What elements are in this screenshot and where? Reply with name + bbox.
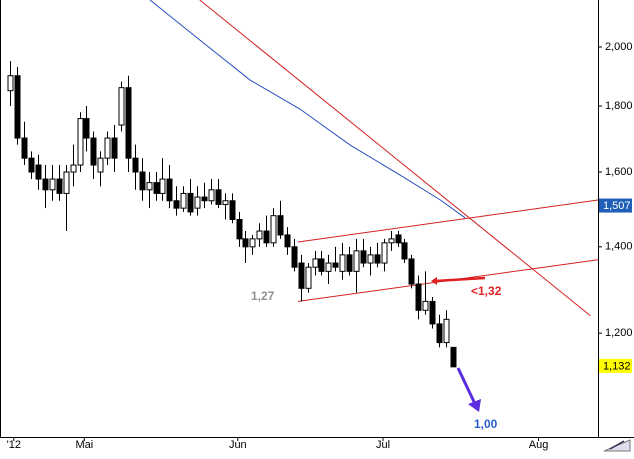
candle-body (236, 218, 243, 240)
candle-body (415, 283, 422, 311)
candle-body (194, 196, 201, 209)
x-tick-label: Aug (529, 439, 549, 451)
candle-body (422, 300, 429, 311)
candle-body (229, 200, 236, 220)
candle-body (70, 164, 77, 173)
candle-body (381, 242, 388, 264)
y-tick-label: 2,000 (605, 41, 633, 53)
candle-body (208, 189, 215, 202)
price-label-box (599, 358, 632, 373)
candle-body (7, 75, 14, 92)
candle-body (28, 157, 35, 173)
candle-body (395, 234, 402, 244)
candle-body (249, 238, 256, 248)
annotation: 1,00 (474, 417, 498, 431)
candle-body (312, 258, 319, 268)
price-label: 1,507 (603, 200, 631, 212)
candle-body (125, 87, 132, 159)
level-arrow-head (431, 277, 437, 285)
candle-body (298, 262, 305, 289)
candle-body (374, 254, 381, 264)
candle-body (284, 234, 291, 248)
x-tick-label: Jun (229, 439, 247, 451)
candle-body (173, 200, 180, 209)
price-label: 1,132 (603, 360, 631, 372)
candle-body (56, 178, 63, 194)
target-arrow-head (468, 399, 481, 412)
candle-body (222, 200, 229, 205)
candle-body (139, 171, 146, 191)
scroll-icon-arrow (609, 440, 625, 450)
level-arrow (434, 276, 486, 283)
candle-body (63, 171, 70, 194)
candle-body (429, 300, 436, 325)
candle-body (346, 254, 353, 272)
candle-body (305, 266, 312, 289)
candle-body (339, 254, 346, 272)
candle-body (42, 178, 49, 191)
candle-body (436, 323, 443, 344)
candle-body (97, 157, 104, 173)
candle-body (180, 192, 187, 209)
candle-body (77, 118, 84, 166)
candle-body (153, 182, 160, 194)
y-tick-label: 1,600 (605, 166, 633, 178)
y-tick-label: 1,200 (605, 327, 633, 339)
price-label-box (599, 198, 632, 213)
candle-body (277, 215, 284, 236)
candle-body (332, 262, 339, 268)
candle-body (263, 230, 270, 244)
annotation: 1,27 (251, 289, 275, 303)
candle-body (49, 178, 56, 191)
candle-body (443, 318, 450, 344)
candle-body (367, 254, 374, 264)
candle-body (118, 87, 125, 126)
candle-body (401, 242, 408, 260)
candle-body (291, 246, 298, 268)
candle-body (90, 137, 97, 166)
candle-body (353, 250, 360, 272)
x-tick-label: Jul (376, 439, 390, 451)
candle-body (132, 157, 139, 173)
candle-body (166, 178, 173, 202)
candle-body (242, 238, 249, 248)
overlay-line (297, 199, 599, 243)
candle-body (35, 164, 42, 180)
candle-body (270, 215, 277, 244)
candle-body (215, 189, 222, 205)
candle-body (201, 196, 208, 202)
candle-body (388, 238, 395, 244)
candle-body (146, 182, 153, 191)
x-tick-label: Mai (75, 439, 93, 451)
overlay-line (297, 259, 599, 302)
candle-body (318, 258, 325, 272)
y-tick-label: 1,800 (605, 100, 633, 112)
candle-body (256, 230, 263, 240)
target-arrow (456, 367, 478, 407)
y-tick-label: 1,400 (605, 241, 633, 253)
x-tick-label: '12 (7, 439, 21, 451)
candle-body (450, 346, 457, 368)
overlay-line (149, 0, 466, 219)
candle-body (14, 75, 21, 139)
candle-body (83, 118, 90, 139)
candle-body (360, 250, 367, 264)
overlay-line (199, 0, 591, 317)
candle-body (325, 262, 332, 272)
candle-body (187, 192, 194, 213)
candle-body (159, 178, 166, 194)
annotation: <1,32 (471, 284, 502, 298)
candle-body (111, 137, 118, 159)
candle-body (104, 137, 111, 159)
candle-body (21, 137, 28, 159)
candle-body (408, 258, 415, 285)
